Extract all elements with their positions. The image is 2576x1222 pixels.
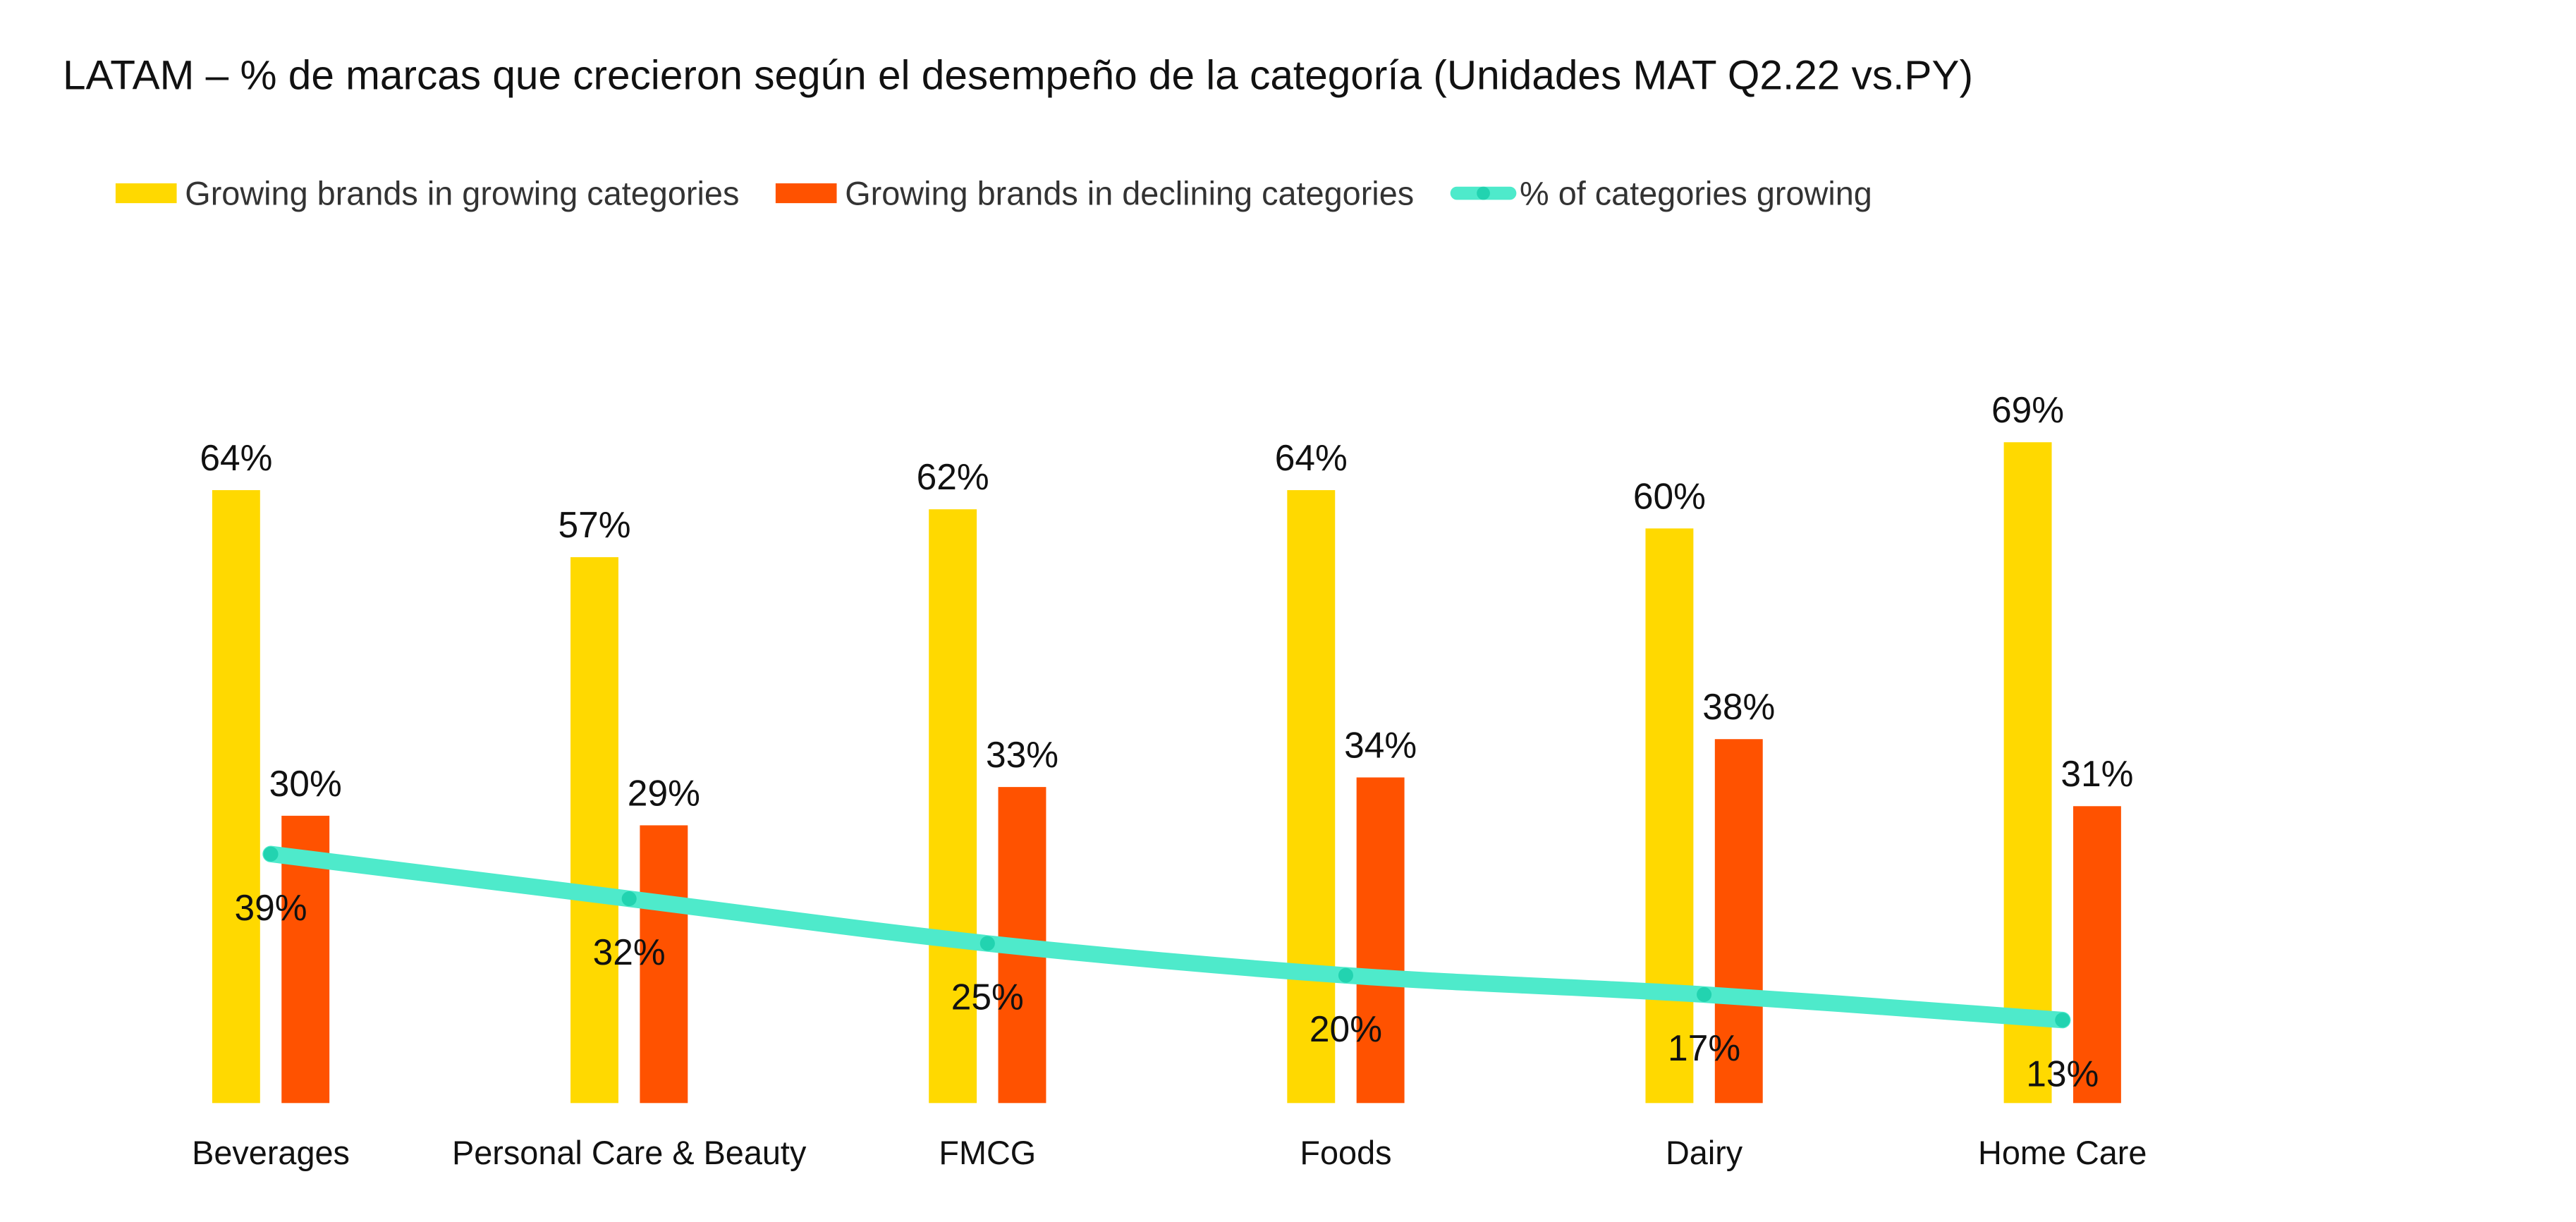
x-tick-label: Dairy <box>1666 1135 1743 1171</box>
data-label: 60% <box>1633 475 1706 516</box>
data-label: 29% <box>628 772 700 813</box>
data-label: 39% <box>234 887 307 928</box>
line-point <box>2055 1013 2070 1028</box>
x-tick-label: Beverages <box>192 1135 350 1171</box>
data-label: 17% <box>1668 1027 1740 1068</box>
line-point <box>1697 986 1712 1002</box>
data-label: 64% <box>200 437 272 478</box>
data-label: 62% <box>917 456 989 497</box>
data-label: 31% <box>2061 753 2133 794</box>
legend-swatch <box>775 183 837 204</box>
data-label: 25% <box>951 977 1024 1018</box>
legend-marker <box>1477 186 1490 200</box>
data-label: 38% <box>1702 686 1775 727</box>
line-point <box>979 936 995 951</box>
bar <box>1356 777 1405 1104</box>
line-point <box>263 846 279 862</box>
data-label: 30% <box>269 763 342 804</box>
x-tick-label: Personal Care & Beauty <box>452 1135 807 1171</box>
bar <box>2003 442 2052 1104</box>
legend-swatch <box>115 183 177 204</box>
data-label: 34% <box>1344 724 1417 765</box>
data-label: 33% <box>986 734 1058 775</box>
data-label: 64% <box>1275 437 1348 478</box>
x-tick-label: FMCG <box>939 1135 1036 1171</box>
line-point <box>1338 967 1353 983</box>
legend-label: % of categories growing <box>1520 175 1872 212</box>
line <box>262 845 2071 1029</box>
bar <box>1287 490 1336 1104</box>
data-label: 32% <box>593 931 666 972</box>
chart-title: LATAM – % de marcas que crecieron según … <box>63 53 1973 99</box>
x-tick-label: Home Care <box>1978 1135 2147 1171</box>
data-label: 13% <box>2026 1053 2099 1094</box>
bar <box>570 557 618 1104</box>
bar <box>640 825 688 1104</box>
bar <box>929 509 977 1104</box>
bar <box>212 490 260 1104</box>
data-label: 20% <box>1310 1008 1382 1049</box>
legend-label: Growing brands in growing categories <box>185 175 739 212</box>
bar <box>2073 806 2121 1104</box>
bar <box>1645 528 1694 1104</box>
line-point <box>621 891 637 907</box>
bar <box>1714 739 1763 1104</box>
data-label: 57% <box>558 504 630 545</box>
data-label: 69% <box>1991 389 2064 430</box>
x-tick-label: Foods <box>1300 1135 1391 1171</box>
legend-label: Growing brands in declining categories <box>845 175 1414 212</box>
